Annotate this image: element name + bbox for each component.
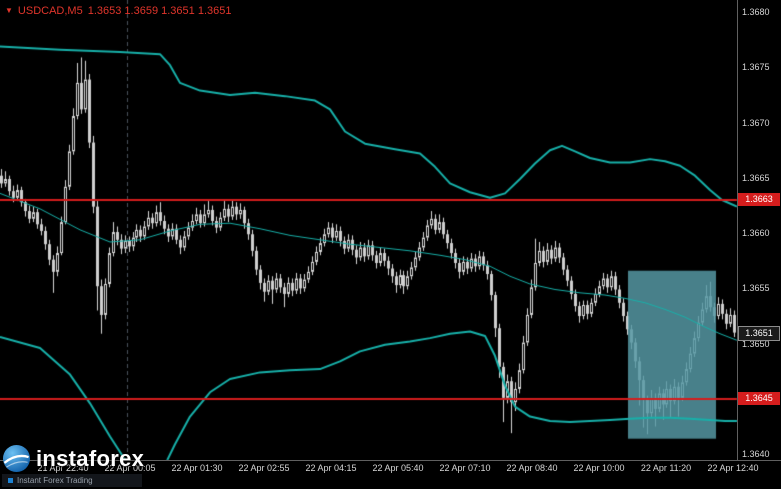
time-tick-label: 22 Apr 02:55	[238, 463, 290, 473]
time-tick-label: 22 Apr 10:00	[573, 463, 625, 473]
time-axis[interactable]: 21 Apr 22:40 22 Apr 00:05 22 Apr 01:30 22 A…	[0, 463, 781, 489]
level-price-tag: 1.3663	[738, 193, 780, 206]
level-price-tag: 1.3645	[738, 391, 780, 405]
price-tick-label: 1.3670	[742, 117, 770, 128]
tagline-text: Instant Forex Trading	[17, 476, 93, 485]
price-tick-label: 1.3655	[742, 283, 770, 294]
current-price-tag: 1.3651	[738, 325, 780, 341]
price-axis[interactable]: 1.3680 1.3675 1.3670 1.3665 1.3660 1.3655 1.36…	[738, 0, 781, 461]
instaforex-globe-icon	[2, 444, 31, 473]
price-tick-label: 1.3680	[742, 7, 770, 18]
instaforex-logo-row: instaforex	[2, 444, 145, 473]
time-tick-label: 22 Apr 05:40	[372, 463, 424, 473]
time-tick-label: 22 Apr 01:30	[171, 463, 223, 473]
price-axis-separator	[737, 0, 738, 460]
instaforex-watermark: instaforex Instant Forex Trading	[2, 444, 145, 487]
time-tick-label: 22 Apr 07:10	[439, 463, 491, 473]
chart-title: ▼ USDCAD,M5 1.3653 1.3659 1.3651 1.3651	[5, 5, 231, 17]
time-tick-label: 22 Apr 12:40	[707, 463, 759, 473]
ohlc-values: 1.3653 1.3659 1.3651 1.3651	[87, 5, 232, 17]
price-tick-label: 1.3640	[742, 449, 770, 460]
time-axis-separator	[0, 460, 781, 461]
price-tick-label: 1.3675	[742, 62, 770, 73]
instaforex-tagline: Instant Forex Trading	[2, 474, 142, 487]
tagline-bullet-icon	[8, 478, 13, 483]
triangle-down-icon: ▼	[5, 6, 13, 15]
time-tick-label: 21 Apr 22:40	[37, 463, 89, 473]
time-tick-label: 22 Apr 11:20	[640, 463, 692, 473]
symbol-period-label: USDCAD,M5	[17, 5, 83, 17]
time-tick-label: 22 Apr 04:15	[305, 463, 357, 473]
price-tick-label: 1.3650	[742, 338, 770, 349]
price-tick-label: 1.3660	[742, 228, 770, 239]
price-tick-label: 1.3665	[742, 172, 770, 183]
time-tick-label: 22 Apr 08:40	[506, 463, 558, 473]
instaforex-logo-text: instaforex	[36, 445, 145, 471]
time-tick-label: 22 Apr 00:05	[104, 463, 156, 473]
